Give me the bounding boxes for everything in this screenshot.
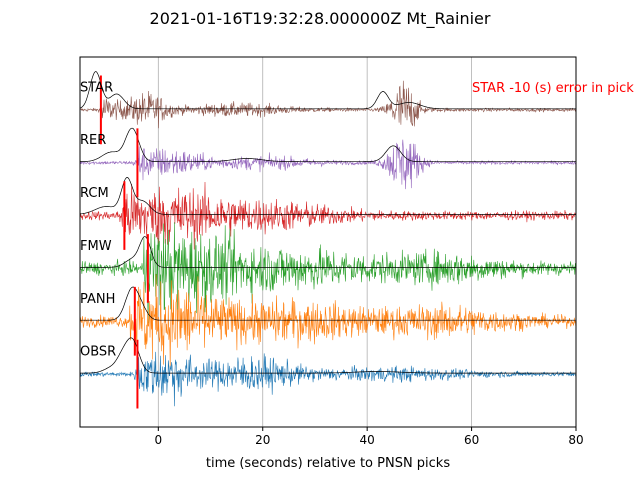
x-tick-label-20: 20 [255,433,270,447]
plot-area-frame [79,56,577,428]
envelope-rer [80,127,576,163]
station-label-obsr: OBSR [80,345,116,360]
waveform-rcm [79,181,576,250]
waveform-star [79,80,576,129]
x-tick-label-40: 40 [360,433,375,447]
envelope-panh [80,286,576,321]
x-axis-label: time (seconds) relative to PNSN picks [206,456,450,471]
x-tick-label-80: 80 [568,433,583,447]
waveform-panh [79,274,576,369]
x-tick-label-60: 60 [464,433,479,447]
x-axis-ticks: 0 20 40 60 80 [154,427,584,447]
x-tick-label-0: 0 [154,433,162,447]
waveform-traces [79,71,576,409]
chart-title: 2021-01-16T19:32:28.000000Z Mt_Rainier [150,9,491,29]
station-label-rcm: RCM [80,186,109,201]
pick-error-annotation: STAR -10 (s) error in pick [472,81,634,96]
waveform-rer [79,139,576,190]
envelope-star [79,71,576,110]
station-labels: STAR RER RCM FMW PANH OBSR [80,80,116,359]
envelope-rcm [79,177,576,215]
station-label-panh: PANH [80,292,115,307]
waveform-fmw [79,222,576,324]
envelope-fmw [80,236,576,268]
envelope-obsr [80,337,576,374]
station-label-fmw: FMW [80,239,112,254]
station-label-rer: RER [80,133,106,148]
station-label-star: STAR [80,80,113,95]
